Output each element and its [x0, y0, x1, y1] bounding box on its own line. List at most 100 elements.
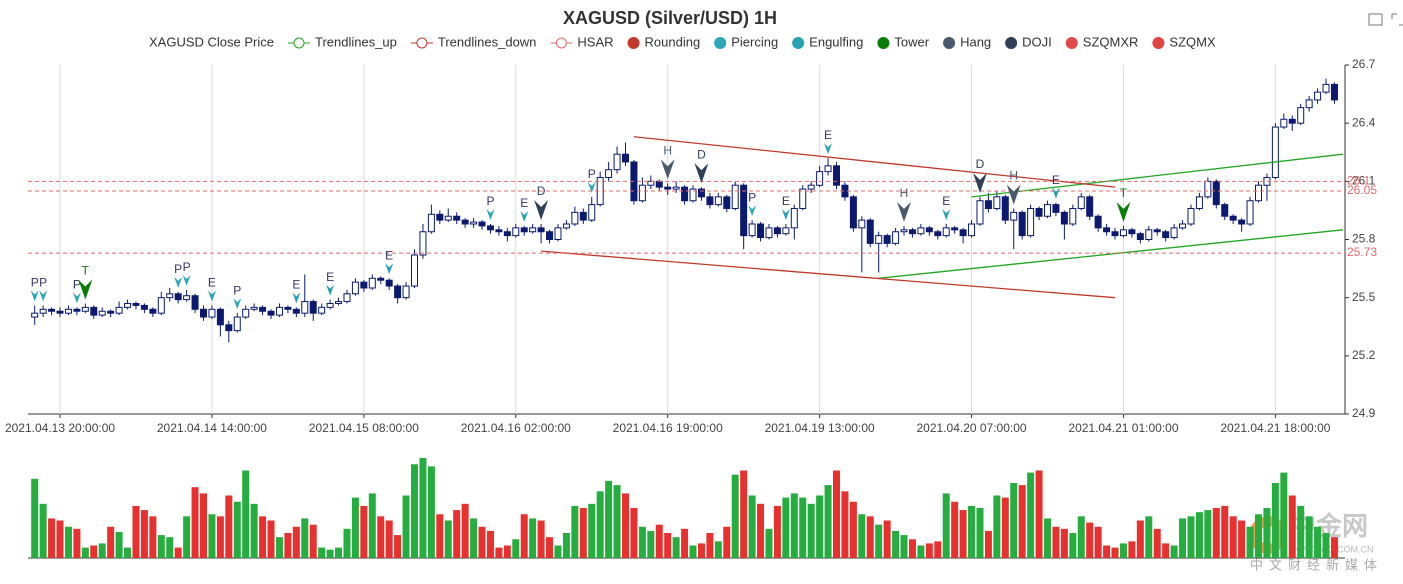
volume-bar — [140, 510, 148, 558]
y-tick-label: 26.7 — [1352, 57, 1376, 71]
x-tick-label: 2021.04.16 19:00:00 — [613, 421, 723, 435]
candle-body — [748, 223, 756, 237]
volume-bar — [537, 520, 545, 558]
pattern-marker — [897, 201, 912, 222]
x-tick-label: 2021.04.15 08:00:00 — [309, 421, 419, 435]
candle-body — [689, 188, 697, 202]
pattern-marker — [486, 208, 495, 220]
pattern-label: P — [183, 260, 191, 274]
pattern-label: P — [486, 194, 494, 208]
volume-bar — [250, 503, 258, 558]
volume-bar — [1246, 526, 1254, 558]
candle-body — [191, 295, 199, 310]
candle-body — [1204, 180, 1212, 198]
candle-body — [1271, 126, 1279, 178]
pattern-label: T — [82, 264, 90, 278]
volume-bar — [706, 533, 714, 558]
zoom-icon[interactable] — [1368, 13, 1383, 26]
candle-body — [1187, 207, 1195, 225]
candle-body — [453, 215, 461, 221]
candle-body — [200, 308, 207, 318]
volume-bar — [892, 530, 900, 558]
pattern-marker — [385, 263, 394, 275]
candle-body — [824, 165, 832, 173]
candle-body — [892, 231, 900, 244]
volume-bar — [64, 526, 72, 558]
volume-bar — [216, 516, 224, 558]
legend-item: HSAR — [550, 34, 614, 49]
volume-bar — [757, 503, 765, 558]
candle-body — [993, 196, 1001, 209]
volume-bar — [546, 537, 554, 558]
legend-item: Trendlines_down — [410, 34, 536, 49]
volume-bar — [697, 543, 705, 558]
chart-title: XAGUSD (Silver/USD) 1H — [563, 8, 777, 28]
volume-bar — [225, 495, 233, 558]
candle-body — [917, 227, 925, 235]
candle-body — [875, 235, 883, 244]
volume-bar — [1187, 516, 1195, 558]
candle-body — [81, 306, 89, 312]
pattern-marker — [39, 290, 48, 302]
candle-body — [1060, 211, 1068, 225]
pattern-label: E — [385, 248, 393, 262]
volume-bar — [368, 493, 376, 558]
volume-bar — [275, 537, 283, 558]
volume-bar — [48, 518, 56, 558]
pattern-marker — [207, 290, 216, 302]
volume-bar — [39, 503, 47, 558]
volume-bar — [908, 539, 916, 558]
volume-bar — [149, 516, 157, 558]
legend-label: Trendlines_up — [315, 34, 397, 49]
candle-body — [1330, 83, 1338, 101]
candle-body — [1195, 196, 1203, 209]
volume-bar — [478, 526, 486, 558]
candle-body — [419, 231, 427, 256]
volume-bar — [562, 533, 570, 558]
x-tick-label: 2021.04.16 02:00:00 — [461, 421, 571, 435]
candle-body — [64, 308, 72, 314]
candle-body — [233, 316, 241, 332]
candle-body — [1305, 99, 1313, 109]
volume-bar — [503, 545, 511, 558]
legend-item: Tower — [877, 34, 930, 49]
legend-symbol — [555, 37, 567, 49]
volume-bar — [1153, 528, 1161, 558]
volume-bar — [1314, 526, 1322, 558]
candle-body — [723, 196, 731, 209]
volume-bar — [723, 526, 731, 558]
volume-bar — [655, 524, 663, 558]
toolbar[interactable] — [1368, 13, 1403, 26]
restore-icon[interactable] — [1391, 13, 1403, 26]
candle-body — [672, 186, 680, 190]
candle-body — [326, 302, 334, 308]
pattern-marker — [534, 199, 549, 220]
volume-bar — [731, 474, 739, 558]
volume-bar — [1204, 510, 1212, 558]
candle-body — [444, 215, 452, 221]
legend-label: Rounding — [645, 34, 701, 49]
volume-bar — [200, 493, 207, 558]
y-tick-label: 25.2 — [1352, 348, 1376, 362]
x-tick-label: 2021.04.20 07:00:00 — [916, 421, 1026, 435]
legend-symbol — [416, 37, 428, 49]
volume-bar — [1103, 545, 1111, 558]
volume-bar — [917, 545, 925, 558]
pattern-marker — [748, 205, 757, 217]
volume-bar — [1179, 518, 1187, 558]
volume-bar — [807, 503, 815, 558]
y-tick-label: 26.1 — [1352, 174, 1376, 188]
volume-bar — [427, 466, 435, 558]
volume-bar — [647, 530, 655, 558]
volume-bar — [833, 470, 840, 558]
volume-bar — [107, 526, 115, 558]
volume-bar — [1280, 472, 1288, 558]
volume-bar — [554, 545, 562, 558]
volume-bar — [292, 526, 300, 558]
pattern-label: D — [537, 184, 546, 198]
pattern-marker — [182, 274, 191, 286]
volume-bar — [613, 485, 621, 558]
candle-body — [470, 221, 478, 225]
candle-body — [1162, 231, 1170, 239]
volume-bar — [968, 505, 976, 558]
